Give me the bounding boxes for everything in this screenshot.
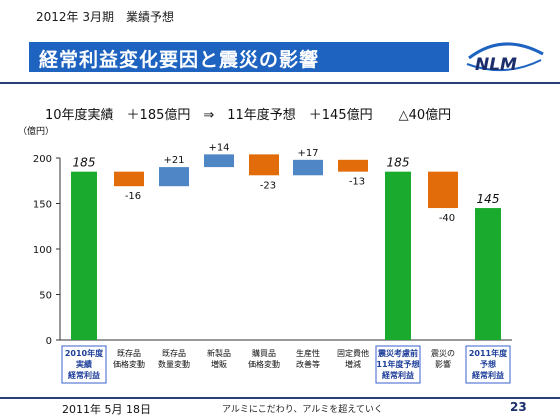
logo-swoosh-lower <box>466 59 542 72</box>
bar-increase <box>293 159 323 176</box>
y-unit-label: （億円） <box>18 125 54 137</box>
footer-slogan: アルミにこだわり、アルミを超えていく <box>222 405 383 415</box>
data-label: 185 <box>387 156 410 170</box>
category-label: 震災の <box>431 349 455 358</box>
logo-swoosh <box>468 42 544 60</box>
category-label: 予想 <box>480 359 496 369</box>
slide-title: 経常利益変化要因と震災の影響 <box>39 49 320 71</box>
bar-decrease <box>249 154 279 176</box>
y-tick-label: 100 <box>33 245 52 256</box>
category-label: 購買品 <box>252 348 276 358</box>
summary-line: 10年度実績 ＋185億円 ⇒ 11年度予想 ＋145億円 △40億円 <box>45 108 452 123</box>
bar-decrease <box>428 171 458 209</box>
y-tick-label: 150 <box>33 200 52 211</box>
category-label: 増販 <box>211 359 227 369</box>
category-label-box <box>465 345 511 384</box>
bar-total <box>475 208 501 340</box>
category-label: 経常利益 <box>68 370 100 380</box>
data-label: -16 <box>125 191 141 202</box>
category-label: 数量変動 <box>158 359 190 369</box>
category-label: 震災考慮前 <box>377 348 418 358</box>
footer-divider <box>0 397 560 399</box>
category-label: 増減 <box>345 359 361 369</box>
data-label: +21 <box>163 155 184 166</box>
category-label: 影響 <box>435 359 451 369</box>
category-label: 2010年度 <box>65 348 104 358</box>
category-label: 既存品 <box>162 348 186 358</box>
category-label: 価格変動 <box>113 359 145 369</box>
data-label: 185 <box>73 156 96 170</box>
y-tick-label: 200 <box>33 154 52 165</box>
category-label: 既存品 <box>117 348 141 358</box>
bar-decrease <box>338 159 368 172</box>
footer-date: 2011年 5月 18日 <box>62 403 151 416</box>
bar-increase <box>159 167 189 187</box>
data-label: -13 <box>349 177 365 188</box>
category-label: 固定費他 <box>337 348 369 358</box>
data-label: -23 <box>260 180 276 191</box>
data-label: -40 <box>439 213 455 224</box>
bar-decrease <box>114 171 144 187</box>
category-label: 価格変動 <box>248 359 280 369</box>
category-label: 改善等 <box>296 359 320 369</box>
bar-increase <box>204 154 234 168</box>
data-label: +14 <box>208 142 229 153</box>
category-label-box <box>61 345 107 384</box>
title-bar: 経常利益変化要因と震災の影響 <box>29 42 449 72</box>
y-tick-label: 0 <box>46 336 52 347</box>
logo-text: NLM <box>475 55 517 75</box>
category-label: 2011年度 <box>469 348 508 358</box>
category-label: 経常利益 <box>382 370 414 380</box>
title-divider <box>0 82 560 84</box>
category-label: 11年度予想 <box>376 359 419 369</box>
data-label: 145 <box>477 192 500 206</box>
y-tick-label: 50 <box>39 291 52 302</box>
category-label: 実績 <box>76 359 92 369</box>
category-label: 生産性 <box>296 348 320 358</box>
bar-total <box>71 171 97 340</box>
company-logo: NLM <box>466 42 544 75</box>
bar-total <box>385 171 411 340</box>
category-label: 経常利益 <box>472 370 504 380</box>
page-number: 23 <box>510 400 527 414</box>
waterfall-chart: （億円） 0 50 100 150 200 185 -16 +21 +14 -23 +17 -13 185… <box>18 125 512 384</box>
category-label: 新製品 <box>207 348 231 358</box>
period-label: 2012年 3月期 業績予想 <box>36 10 174 24</box>
data-label: +17 <box>297 148 318 159</box>
category-label-box <box>375 345 421 384</box>
